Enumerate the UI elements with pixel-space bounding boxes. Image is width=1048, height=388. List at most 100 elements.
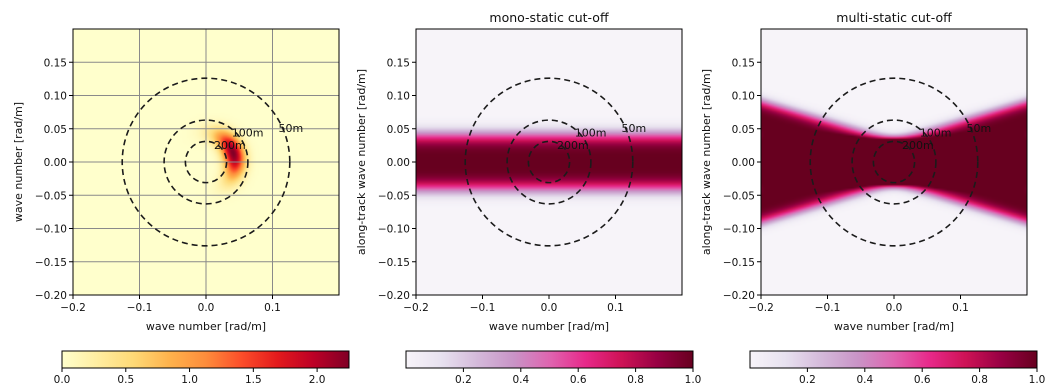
contour-100m <box>163 119 249 205</box>
colorbar-tick-label: 0.4 <box>856 374 873 386</box>
y-tick-label: 0.05 <box>732 124 755 136</box>
y-axis-label: wave number [rad/m] <box>12 102 25 222</box>
contour-label: 200m <box>214 139 246 152</box>
colorbar-tick-label: 0.2 <box>799 374 816 386</box>
y-tick-label: −0.10 <box>35 224 67 236</box>
y-tick-label: −0.10 <box>378 224 410 236</box>
grid-lines <box>72 29 339 296</box>
y-tick-label: 0.10 <box>44 91 67 103</box>
contour-label: 200m <box>557 139 589 152</box>
contour-50m <box>121 77 291 247</box>
colorbar-tick-label: 0.0 <box>54 374 71 386</box>
x-tick-label: 0.1 <box>607 302 624 314</box>
colorbar-tick-label: 0.8 <box>971 374 988 386</box>
contour-label: 100m <box>920 127 952 140</box>
contour-200m <box>527 140 571 184</box>
x-tick-label: 0.0 <box>541 302 558 314</box>
y-tick-label: −0.20 <box>723 290 755 302</box>
x-tick-label: −0.2 <box>60 302 86 314</box>
contour-100m <box>851 119 937 205</box>
colorbar <box>750 351 1037 368</box>
colorbar <box>62 351 349 368</box>
x-axis-label: wave number [rad/m] <box>489 320 609 333</box>
y-tick-label: −0.10 <box>723 224 755 236</box>
contour-label: 50m <box>622 122 647 135</box>
y-tick-label: 0.00 <box>732 157 755 169</box>
colorbar-frame <box>405 350 694 369</box>
y-axis-label: along-track wave number [rad/m] <box>700 69 713 255</box>
colorbar-ticks: 0.2 0.4 0.6 0.8 1.0 <box>455 368 701 386</box>
x-axis-label: wave number [rad/m] <box>146 320 266 333</box>
y-tick-label: 0.05 <box>387 124 410 136</box>
colorbar-tick-label: 0.4 <box>512 374 529 386</box>
y-tick-label: 0.15 <box>387 57 410 69</box>
y-tick-label: 0.15 <box>732 57 755 69</box>
colorbar-tick-label: 2.0 <box>309 374 326 386</box>
heatmap-image <box>416 29 682 295</box>
y-tick-label: −0.05 <box>35 190 67 202</box>
heatmap-image <box>761 29 1027 295</box>
colorbar-tick-label: 0.8 <box>627 374 644 386</box>
colorbar-tick-label: 1.0 <box>181 374 198 386</box>
contour-label: 200m <box>902 139 934 152</box>
panel-title: mono-static cut-off <box>489 10 609 25</box>
y-tick-label: −0.20 <box>35 290 67 302</box>
y-axis-label: along-track wave number [rad/m] <box>355 69 368 255</box>
x-tick-label: −0.2 <box>403 302 429 314</box>
y-tick-label: −0.15 <box>723 257 755 269</box>
contour-label: 50m <box>279 122 304 135</box>
colorbar-frame <box>61 350 350 369</box>
contour-200m <box>184 140 228 184</box>
y-tick-label: −0.05 <box>378 190 410 202</box>
colorbar-tick-label: 1.0 <box>1029 374 1046 386</box>
contour-50m <box>809 77 979 247</box>
x-axis-ticks: −0.2 −0.1 0.0 0.1 <box>748 295 969 314</box>
contour-label: 100m <box>575 127 607 140</box>
x-axis-ticks: −0.2 −0.1 0.0 0.1 <box>60 295 281 314</box>
contour-200m <box>872 140 916 184</box>
y-tick-label: −0.20 <box>378 290 410 302</box>
x-tick-label: 0.0 <box>198 302 215 314</box>
colorbar-frame <box>749 350 1038 369</box>
x-tick-label: 0.0 <box>886 302 903 314</box>
y-tick-label: 0.10 <box>387 91 410 103</box>
x-axis-label: wave number [rad/m] <box>834 320 954 333</box>
colorbar-ticks: 0.0 0.5 1.0 1.5 2.0 <box>54 368 326 386</box>
colorbar <box>406 351 693 368</box>
y-axis-ticks: −0.20 −0.15 −0.10 −0.05 0.00 0.05 0.10 0.15 <box>35 57 73 302</box>
panel-title: multi-static cut-off <box>836 10 952 25</box>
x-tick-label: −0.1 <box>815 302 841 314</box>
y-tick-label: 0.15 <box>44 57 67 69</box>
y-tick-label: 0.10 <box>732 91 755 103</box>
contour-100m <box>506 119 592 205</box>
colorbar-tick-label: 0.2 <box>455 374 472 386</box>
y-axis-ticks: −0.20 −0.15 −0.10 −0.05 0.00 0.05 0.10 0.15 <box>723 57 761 302</box>
y-tick-label: −0.15 <box>35 257 67 269</box>
y-tick-label: 0.00 <box>44 157 67 169</box>
x-axis-ticks: −0.2 −0.1 0.0 0.1 <box>403 295 624 314</box>
y-tick-label: 0.00 <box>387 157 410 169</box>
x-tick-label: −0.1 <box>127 302 153 314</box>
x-tick-label: −0.2 <box>748 302 774 314</box>
colorbar-tick-label: 1.0 <box>685 374 702 386</box>
contour-label: 100m <box>232 127 264 140</box>
x-tick-label: 0.1 <box>264 302 281 314</box>
x-tick-label: 0.1 <box>952 302 969 314</box>
y-axis-ticks: −0.20 −0.15 −0.10 −0.05 0.00 0.05 0.10 0.15 <box>378 57 416 302</box>
y-tick-label: −0.05 <box>723 190 755 202</box>
colorbar-tick-label: 0.6 <box>570 374 587 386</box>
colorbar-tick-label: 0.6 <box>914 374 931 386</box>
y-tick-label: −0.15 <box>378 257 410 269</box>
contour-50m <box>464 77 634 247</box>
contour-label: 50m <box>967 122 992 135</box>
x-tick-label: −0.1 <box>470 302 496 314</box>
colorbar-ticks: 0.2 0.4 0.6 0.8 1.0 <box>799 368 1045 386</box>
y-tick-label: 0.05 <box>44 124 67 136</box>
